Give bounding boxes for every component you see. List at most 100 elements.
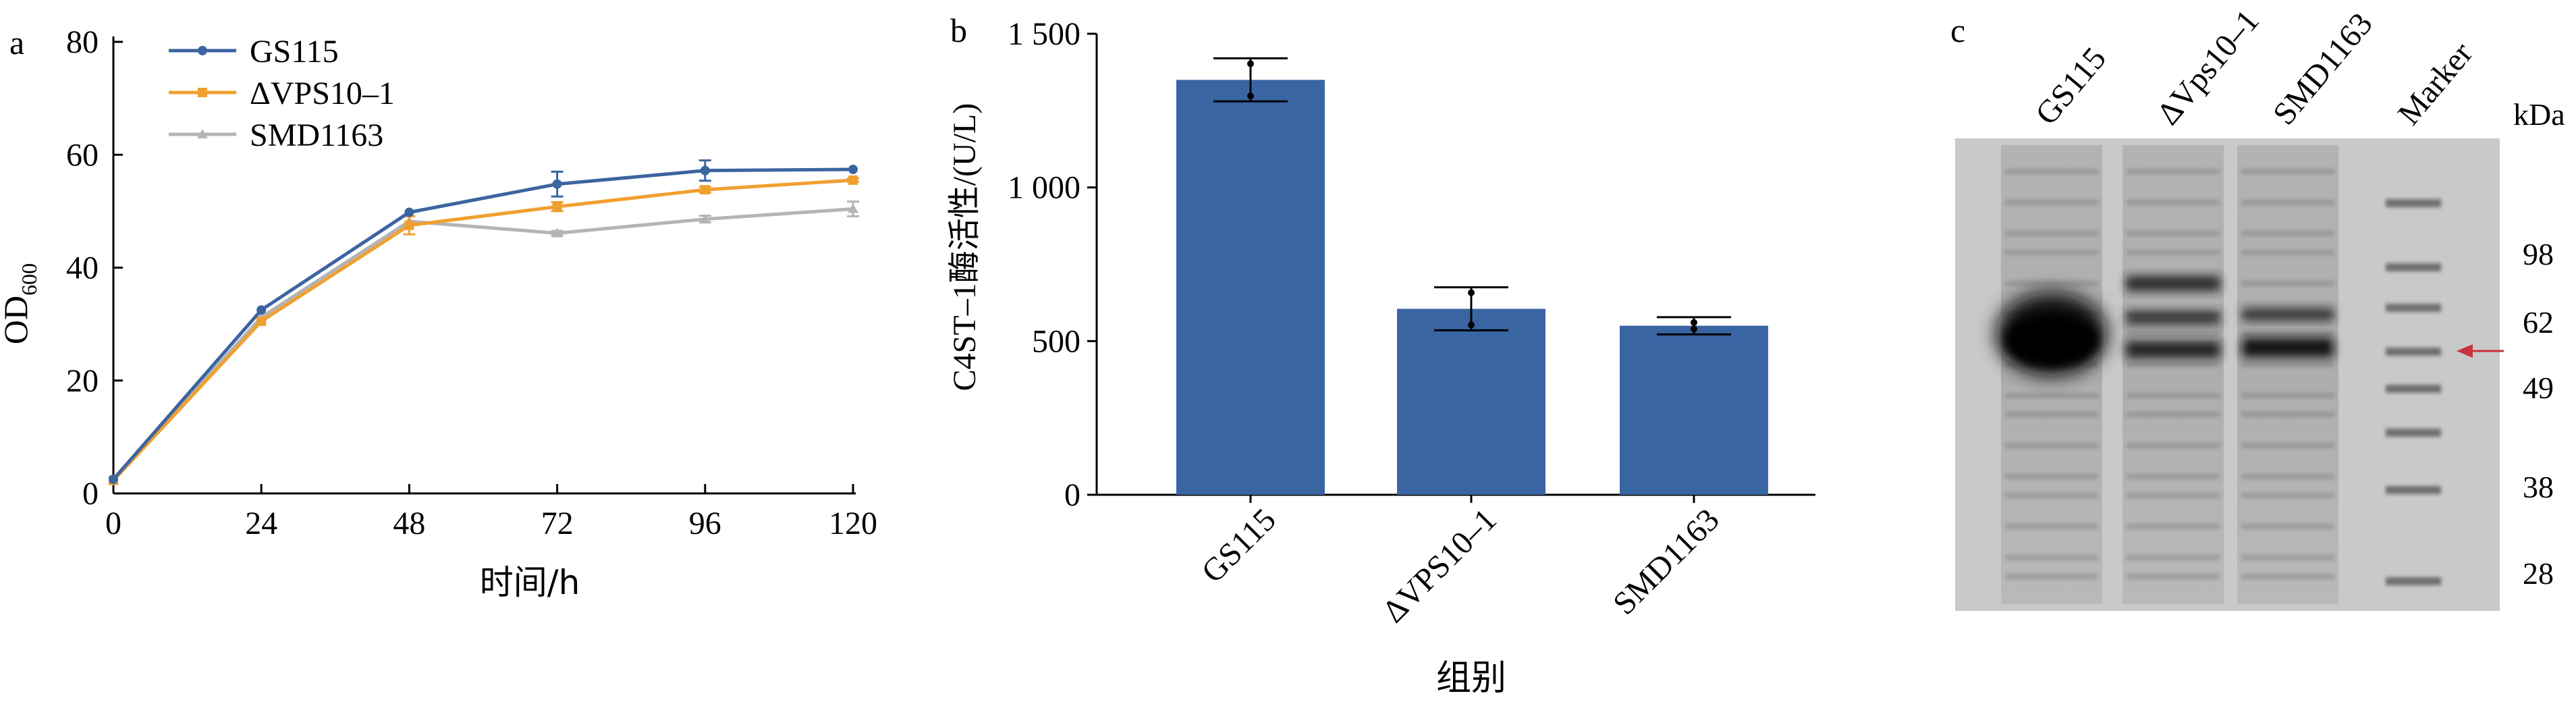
panel-c-lane-label: ΔVps10–1 <box>2150 3 2266 132</box>
gel-faint-band <box>2005 281 2098 286</box>
panel-a-data-point <box>552 202 562 212</box>
panel-a-line-chart: a 0 20 40 60 80 0 24 48 72 96 120 GS115 ΔVPS10–1 SMD… <box>0 24 877 602</box>
panel-b-y-axis-label: C4ST–1酶活性/(U/L) <box>947 103 983 392</box>
panel-b-bar-chart: b 0 500 1 000 1 500 GS115 ΔVPS10–1 SMD1163 组别… <box>947 11 1815 699</box>
panel-a-data-point <box>404 220 414 230</box>
gel-faint-band <box>2241 412 2334 417</box>
panel-a-x-axis-label: 时间/h <box>480 563 580 602</box>
panel-b-y-tick-label: 1 500 <box>1008 16 1080 52</box>
gel-marker-band <box>2386 486 2441 494</box>
gel-faint-band <box>2005 393 2098 398</box>
panel-c-lane-labels: GS115 ΔVps10–1 SMD1163 Marker <box>2029 3 2479 132</box>
panel-a-y-tick-label: 40 <box>66 250 99 286</box>
panel-a-x-tick-label: 120 <box>829 506 877 541</box>
panel-a-legend: GS115 ΔVPS10–1 SMD1163 <box>169 34 395 153</box>
panel-a-x-tick-label: 96 <box>689 506 721 541</box>
gel-faint-band <box>2241 493 2334 498</box>
panel-a-data-point <box>700 165 710 176</box>
panel-a-series <box>108 159 859 485</box>
gel-faint-band <box>2005 555 2098 560</box>
gel-faint-band <box>2241 331 2334 336</box>
panel-a-data-point <box>404 207 414 217</box>
gel-band <box>2242 307 2334 322</box>
panel-a-legend-marker <box>198 88 207 97</box>
target-band-arrow <box>2457 344 2504 358</box>
panel-a-x-tick-label: 48 <box>393 506 425 541</box>
panel-c-size-label: 98 <box>2523 237 2554 271</box>
gel-faint-band <box>2241 524 2334 529</box>
panel-b-bar <box>1176 80 1325 495</box>
gel-faint-band <box>2241 474 2334 479</box>
panel-c-size-label: 49 <box>2523 371 2554 405</box>
arrow-head-icon <box>2457 344 2473 358</box>
panel-a-legend-label: SMD1163 <box>250 117 383 153</box>
gel-lane-smear <box>2122 145 2224 604</box>
gel-faint-band <box>2005 412 2098 417</box>
panel-b-bars: GS115 ΔVPS10–1 SMD1163 <box>1176 57 1768 630</box>
panel-c-lane-label: Marker <box>2391 36 2479 132</box>
panel-a-data-point <box>256 305 267 315</box>
panel-c-size-label: 28 <box>2523 556 2554 591</box>
gel-faint-band <box>2127 169 2220 174</box>
gel-faint-band <box>2241 443 2334 448</box>
gel-marker-band <box>2386 199 2441 207</box>
gel-faint-band <box>2127 250 2220 255</box>
panel-a-data-point <box>848 164 858 174</box>
gel-marker-band <box>2386 348 2441 356</box>
panel-c-size-labels: 98 62 49 38 28 <box>2523 237 2554 591</box>
gel-faint-band <box>2127 555 2220 560</box>
panel-c-lane-label: GS115 <box>2029 40 2113 132</box>
gel-lane-smear <box>2237 145 2338 604</box>
gel-faint-band <box>2127 524 2220 529</box>
gel-faint-band <box>2005 169 2098 174</box>
gel-faint-band <box>2127 362 2220 367</box>
panel-c-gel-image: c GS115 ΔVps10–1 SMD1163 Marker kDa 98 62 49 3… <box>1950 3 2565 611</box>
panel-b-letter: b <box>950 11 967 49</box>
panel-b-replicate-point <box>1247 60 1254 68</box>
panel-a-x-tick-label: 24 <box>245 506 277 541</box>
panel-b-replicate-point <box>1247 92 1254 100</box>
panel-a-series-line <box>112 178 854 482</box>
gel-band <box>2242 338 2334 358</box>
gel-faint-band <box>2005 524 2098 529</box>
gel-faint-band <box>2127 493 2220 498</box>
panel-a-y-tick-label: 20 <box>66 363 99 399</box>
panel-b-category-label: GS115 <box>1195 502 1283 590</box>
gel-faint-band <box>2241 281 2334 286</box>
panel-b-x-axis-label: 组别 <box>1436 658 1506 699</box>
panel-a-legend-marker <box>197 129 208 138</box>
panel-a-letter: a <box>9 24 24 61</box>
gel-faint-band <box>2241 574 2334 579</box>
panel-a-y-tick-label: 80 <box>66 24 99 60</box>
panel-a-x-tick-label: 72 <box>541 506 574 541</box>
gel-faint-band <box>2127 331 2220 336</box>
panel-b-replicate-point <box>1691 319 1697 326</box>
panel-b-y-tick-label: 500 <box>1032 323 1080 359</box>
gel-faint-band <box>2005 250 2098 255</box>
panel-a-series-line <box>112 167 854 481</box>
panel-b-y-tick-label: 0 <box>1064 477 1080 513</box>
gel-band <box>2126 310 2220 325</box>
panel-c-size-label: 38 <box>2523 470 2554 504</box>
gel-faint-band <box>2127 443 2220 448</box>
panel-a-data-point <box>699 213 711 223</box>
panel-a-x-tick-label: 0 <box>105 506 121 541</box>
gel-marker-band <box>2386 385 2441 393</box>
gel-band <box>2126 341 2220 358</box>
gel-faint-band <box>2005 574 2098 579</box>
gel-faint-band <box>2127 200 2220 205</box>
panel-a-data-point <box>551 227 563 238</box>
panel-a-data-point <box>848 175 858 185</box>
panel-c-letter: c <box>1950 11 1965 49</box>
panel-b-category-label: SMD1163 <box>1606 502 1726 622</box>
panel-a-data-point <box>700 185 710 195</box>
gel-faint-band <box>2005 493 2098 498</box>
kda-unit-label: kDa <box>2513 97 2565 132</box>
gel-faint-band <box>2005 443 2098 448</box>
panel-b-bar <box>1397 308 1545 495</box>
gel-faint-band <box>2241 231 2334 236</box>
panel-a-y-axis-label: OD600 <box>0 263 41 344</box>
gel-major-band <box>2004 315 2099 367</box>
gel-marker-band <box>2386 263 2441 271</box>
